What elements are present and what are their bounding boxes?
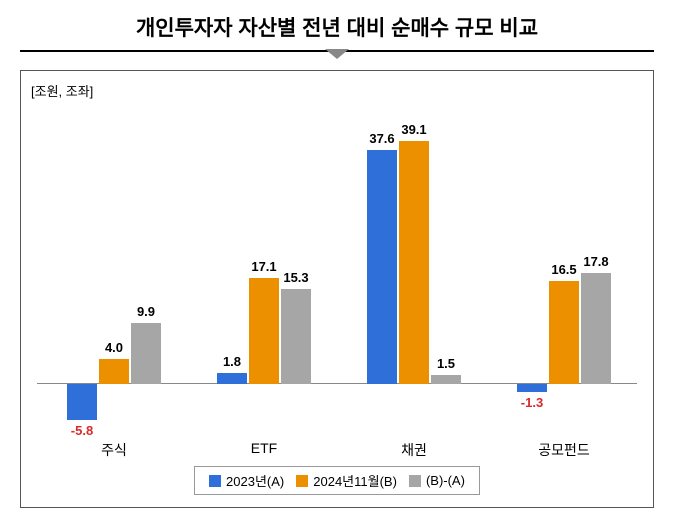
- bar-value-label: 17.8: [566, 254, 626, 269]
- bar-value-label: 1.5: [416, 356, 476, 371]
- x-axis-label: 주식: [101, 440, 127, 460]
- bar: [99, 359, 129, 384]
- bar-value-label: 39.1: [384, 122, 444, 137]
- bar-value-label: -1.3: [502, 395, 562, 410]
- bar-value-label: 9.9: [116, 304, 176, 319]
- x-axis-label: ETF: [251, 440, 277, 456]
- x-axis-labels: 주식 ETF 채권 공모펀드: [37, 434, 637, 462]
- x-axis-label: 채권: [401, 440, 427, 460]
- legend-label: (B)-(A): [426, 473, 465, 488]
- bar: [367, 150, 397, 384]
- bar: [217, 373, 247, 384]
- legend-swatch: [296, 475, 308, 487]
- legend-label: 2024년11월(B): [313, 471, 397, 490]
- legend-item: (B)-(A): [409, 473, 465, 488]
- bar: [517, 384, 547, 392]
- legend-item: 2024년11월(B): [296, 471, 397, 490]
- legend-swatch: [409, 475, 421, 487]
- bar: [131, 323, 161, 385]
- bar: [67, 384, 97, 420]
- legend-swatch: [209, 475, 221, 487]
- bar: [249, 278, 279, 384]
- bar: [431, 375, 461, 384]
- legend-item: 2023년(A): [209, 471, 284, 490]
- bar: [281, 289, 311, 384]
- title-triangle: [325, 49, 349, 59]
- bar: [581, 273, 611, 384]
- bar: [549, 281, 579, 384]
- bar: [399, 141, 429, 384]
- legend: 2023년(A) 2024년11월(B) (B)-(A): [194, 466, 480, 495]
- x-axis-label: 공모펀드: [538, 440, 590, 460]
- plot-area: -5.84.09.91.817.115.337.639.11.5-1.316.5…: [37, 104, 637, 434]
- unit-label: [조원, 조좌]: [31, 81, 643, 100]
- chart-container: [조원, 조좌] -5.84.09.91.817.115.337.639.11.…: [20, 70, 654, 508]
- chart-title: 개인투자자 자산별 전년 대비 순매수 규모 비교: [0, 0, 674, 50]
- title-underline: [20, 50, 654, 52]
- bar-value-label: 15.3: [266, 270, 326, 285]
- legend-label: 2023년(A): [226, 471, 284, 490]
